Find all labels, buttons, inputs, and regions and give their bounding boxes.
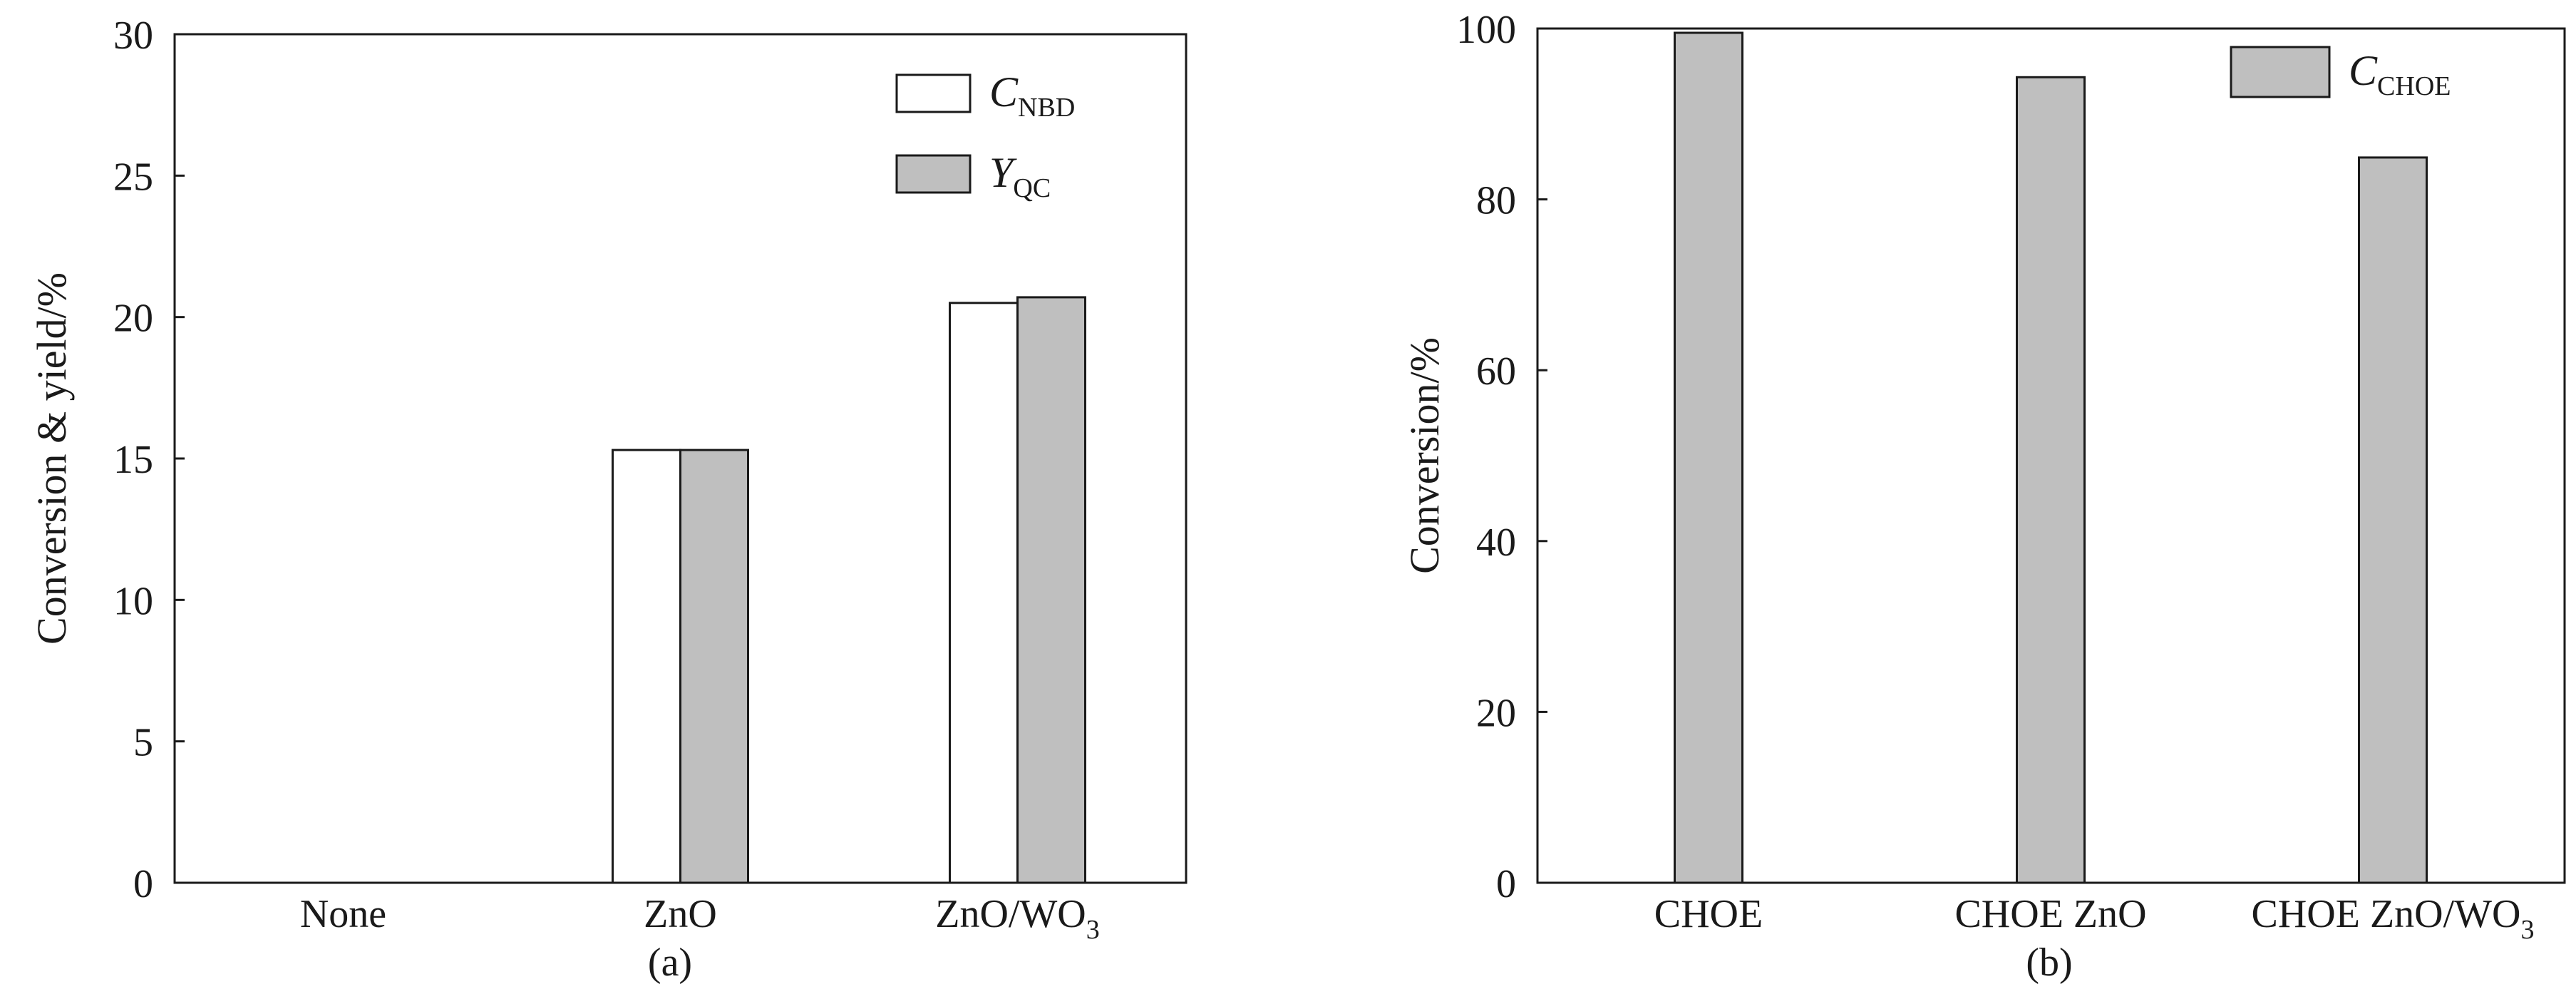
bar-b-c-choe-1 <box>2016 76 2086 884</box>
legend-label-a-0: CNBD <box>989 68 1075 123</box>
x-tick-label-a-1-main: ZnO <box>644 892 717 936</box>
legend-label-a-1-sub: QC <box>1013 173 1051 203</box>
x-tick-label-b-1-main: CHOE ZnO <box>1954 892 2146 936</box>
panel-label-a: (a) <box>648 941 692 985</box>
y-tick-label-b-0: 0 <box>1496 862 1516 906</box>
panel-a-chart: 0 5 10 15 20 25 30 None ZnO ZnO/WO3 Conversion & y… <box>29 14 1187 985</box>
legend-label-a-1: YQC <box>989 149 1051 203</box>
x-tick-label-b-0-main: CHOE <box>1654 892 1763 936</box>
x-tick-label-a-2: ZnO/WO3 <box>935 892 1100 945</box>
y-tick-label-a-5: 25 <box>113 155 153 199</box>
bar-b-c-choe-2 <box>2358 156 2428 884</box>
y-tick-label-a-2: 10 <box>113 579 153 623</box>
x-tick-label-b-0: CHOE <box>1654 892 1763 936</box>
y-tick-label-b-2: 40 <box>1476 521 1516 565</box>
y-tick-label-b-1: 20 <box>1476 691 1516 735</box>
legend-label-a-0-main: C <box>989 68 1019 116</box>
legend-swatch-b-0 <box>2230 46 2331 98</box>
x-tick-label-b-2-main: CHOE ZnO/WO <box>2252 892 2521 936</box>
bar-a-y-qc-1 <box>679 449 749 884</box>
legend-label-b-0-main: C <box>2349 47 2378 94</box>
bar-a-c-nbd-2 <box>949 302 1019 884</box>
legend-swatch-a-0 <box>895 73 972 113</box>
y-tick-label-b-4: 80 <box>1476 179 1516 223</box>
y-axis-label-a: Conversion & yield/% <box>29 272 75 645</box>
y-tick-label-b-3: 60 <box>1476 349 1516 394</box>
y-tick-label-a-0: 0 <box>133 862 153 906</box>
x-tick-label-b-2: CHOE ZnO/WO3 <box>2252 892 2535 945</box>
panel-b-chart: 0 20 40 60 80 100 CHOE CHOE ZnO CHOE ZnO/WO3 Conv… <box>1401 8 2566 985</box>
x-tick-label-b-2-sub: 3 <box>2520 915 2534 945</box>
legend-label-b-0-sub: CHOE <box>2377 71 2451 101</box>
bar-a-y-qc-2 <box>1016 296 1086 884</box>
legend-swatch-a-1 <box>895 154 972 194</box>
y-tick-label-a-4: 20 <box>113 297 153 341</box>
y-tick-label-a-3: 15 <box>113 438 153 482</box>
legend-label-a-1-main: Y <box>989 149 1017 196</box>
legend-label-a-0-sub: NBD <box>1018 93 1075 123</box>
x-tick-label-a-2-sub: 3 <box>1086 915 1100 945</box>
x-tick-label-a-1: ZnO <box>644 892 717 936</box>
bar-b-c-choe-0 <box>1674 31 1743 884</box>
plot-frame-b <box>1536 27 2566 884</box>
panel-label-b: (b) <box>2026 941 2072 985</box>
y-tick-label-a-1: 5 <box>133 721 153 765</box>
bar-a-c-nbd-1 <box>612 449 681 884</box>
x-tick-label-a-2-main: ZnO/WO <box>935 892 1086 936</box>
x-tick-label-b-1: CHOE ZnO <box>1954 892 2146 936</box>
y-axis-label-b: Conversion/% <box>1401 337 1448 574</box>
y-tick-label-b-5: 100 <box>1456 8 1516 52</box>
x-tick-label-a-0: None <box>300 892 386 936</box>
x-tick-label-a-0-main: None <box>300 892 386 936</box>
y-tick-label-a-6: 30 <box>113 14 153 58</box>
legend-label-b-0: CCHOE <box>2349 47 2451 101</box>
